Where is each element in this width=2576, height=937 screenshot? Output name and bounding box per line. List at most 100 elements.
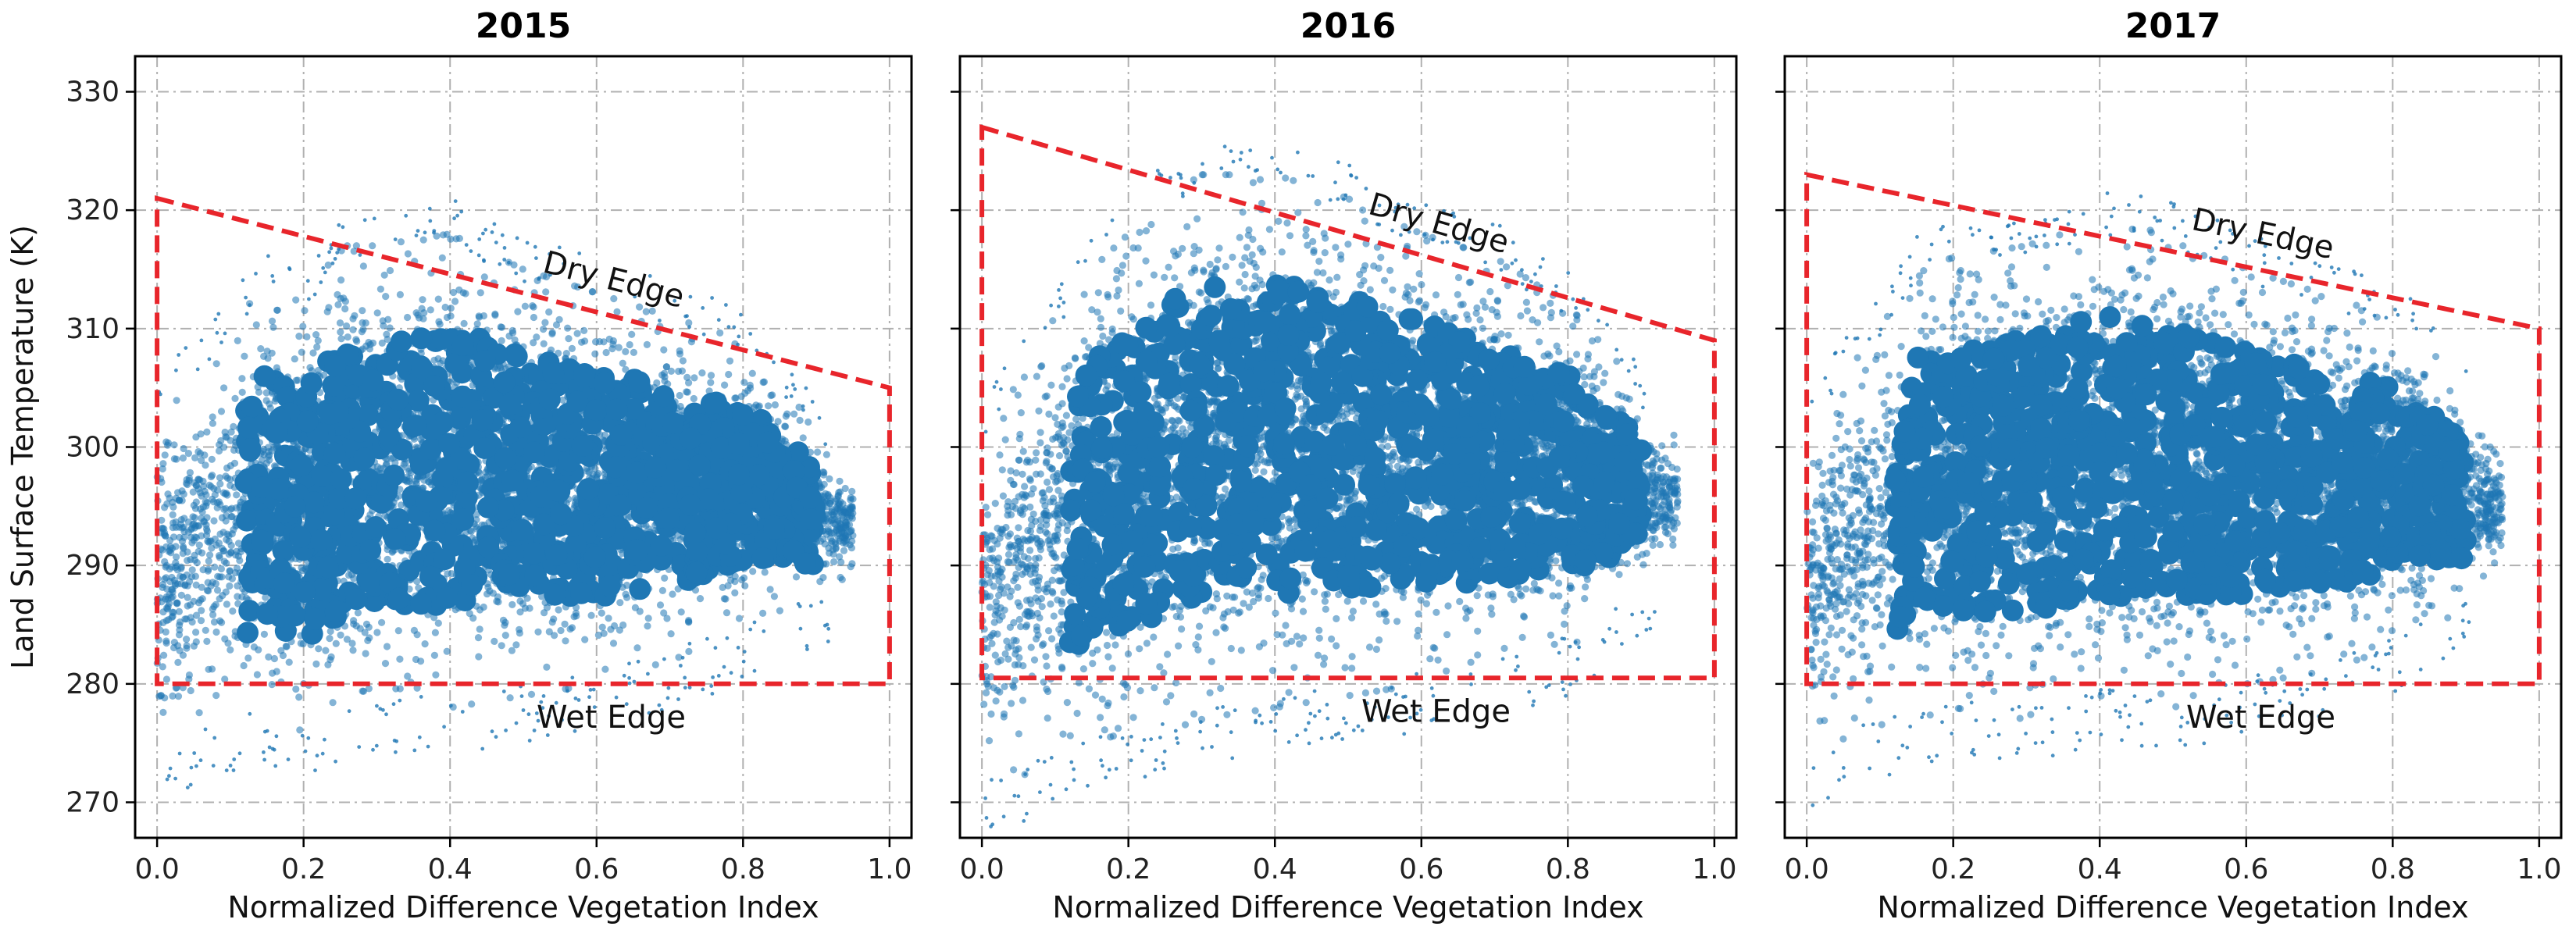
data-point — [203, 527, 211, 535]
data-point — [359, 307, 366, 315]
data-point — [378, 618, 386, 626]
data-point — [273, 364, 280, 372]
data-point — [206, 551, 214, 559]
data-point — [273, 306, 281, 314]
data-point — [725, 370, 733, 379]
data-point — [192, 433, 200, 441]
data-point — [508, 647, 516, 654]
data-point — [203, 428, 211, 436]
data-point — [790, 410, 798, 418]
data-point — [687, 338, 696, 346]
data-point — [669, 590, 676, 598]
data-point — [644, 622, 651, 630]
data-point — [209, 605, 216, 613]
data-point — [233, 491, 241, 499]
data-point — [707, 372, 715, 379]
data-point — [816, 578, 824, 586]
data-point — [160, 651, 168, 659]
data-point — [626, 340, 633, 349]
data-point — [169, 498, 177, 506]
data-point — [413, 684, 421, 692]
data-point — [541, 319, 549, 326]
data-point — [491, 637, 498, 646]
data-point — [404, 313, 412, 322]
data-point — [227, 549, 235, 557]
data-point — [581, 636, 589, 643]
scatter-points — [153, 199, 857, 789]
data-point — [397, 501, 405, 509]
data-point — [218, 544, 226, 553]
data-point — [765, 402, 772, 410]
data-point — [332, 640, 340, 647]
data-point — [648, 307, 656, 315]
data-point — [270, 444, 278, 451]
data-point — [241, 352, 248, 360]
data-point — [176, 497, 184, 504]
data-point — [219, 592, 227, 600]
data-point — [298, 348, 305, 356]
data-point — [283, 643, 291, 650]
data-point — [163, 500, 171, 508]
data-point — [630, 348, 638, 356]
data-point — [836, 553, 844, 561]
data-point — [516, 629, 524, 637]
data-point — [343, 636, 351, 643]
data-point — [836, 506, 844, 515]
data-point — [501, 632, 509, 640]
data-point — [295, 333, 303, 340]
data-point — [434, 295, 442, 303]
data-point — [184, 593, 191, 601]
data-point — [679, 357, 687, 365]
data-point — [354, 609, 362, 617]
data-point — [353, 337, 361, 345]
data-point — [571, 282, 579, 290]
data-point — [228, 530, 236, 538]
data-point — [176, 626, 184, 634]
data-point — [619, 359, 626, 367]
data-point — [540, 272, 548, 280]
data-point — [169, 612, 177, 621]
data-point — [194, 485, 202, 493]
data-point — [180, 523, 188, 531]
data-point — [322, 647, 330, 654]
data-point — [690, 374, 698, 382]
data-point — [447, 312, 455, 320]
data-point — [676, 391, 683, 400]
data-point — [252, 321, 260, 329]
data-point — [598, 623, 606, 631]
data-point — [195, 541, 203, 549]
data-point — [240, 661, 248, 670]
data-point — [337, 328, 344, 336]
data-point — [183, 636, 191, 643]
data-point — [651, 661, 659, 669]
data-point — [193, 559, 201, 567]
data-point — [476, 289, 484, 297]
data-point — [644, 615, 652, 622]
data-point — [615, 344, 623, 351]
data-point — [386, 266, 394, 275]
data-point — [430, 651, 439, 659]
data-point — [623, 581, 631, 590]
data-point — [194, 476, 202, 483]
data-point — [362, 650, 369, 657]
data-point — [653, 379, 661, 387]
data-point — [197, 617, 205, 625]
data-point — [771, 401, 780, 409]
data-point — [814, 448, 822, 456]
data-point — [421, 640, 429, 648]
data-point — [562, 637, 569, 645]
data-point — [380, 271, 388, 279]
data-point — [195, 709, 203, 717]
data-point — [337, 631, 344, 639]
data-point — [337, 276, 345, 284]
data-point — [441, 303, 449, 312]
data-point — [735, 615, 744, 622]
data-point — [175, 607, 183, 615]
data-point — [748, 369, 756, 377]
data-point — [514, 308, 522, 315]
data-point — [551, 632, 558, 640]
data-point — [397, 238, 405, 246]
data-point — [198, 607, 205, 615]
data-point — [352, 242, 360, 250]
data-point — [622, 347, 630, 355]
